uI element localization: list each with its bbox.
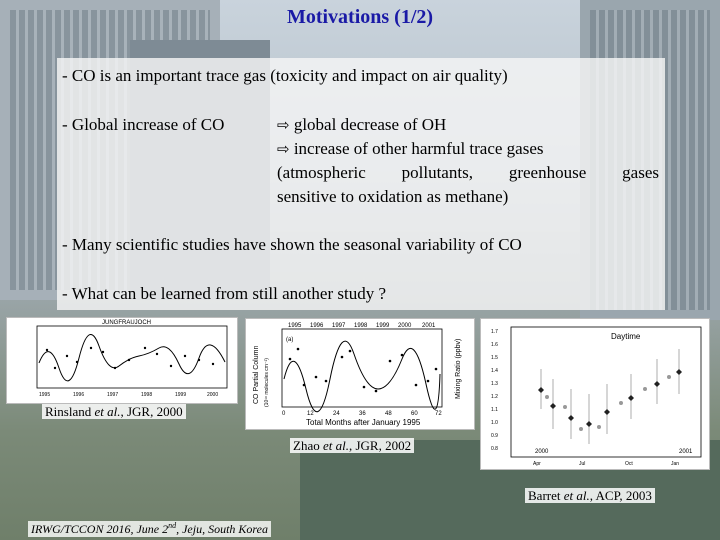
content-panel <box>57 58 665 310</box>
caption-zhao: Zhao et al., JGR, 2002 <box>290 438 415 454</box>
svg-text:1.7: 1.7 <box>491 329 498 335</box>
svg-text:1998: 1998 <box>141 392 152 398</box>
svg-text:1995: 1995 <box>288 323 302 329</box>
svg-text:Mixing Ratio (ppbv): Mixing Ratio (ppbv) <box>455 339 462 399</box>
svg-text:1.0: 1.0 <box>491 420 498 426</box>
svg-text:1.1: 1.1 <box>491 407 498 413</box>
svg-text:1999: 1999 <box>175 392 186 398</box>
svg-text:(10¹⁸ molecules cm⁻²): (10¹⁸ molecules cm⁻²) <box>264 358 270 407</box>
word: gases <box>622 163 659 182</box>
svg-text:Apr: Apr <box>533 461 541 467</box>
svg-text:1.4: 1.4 <box>491 368 498 374</box>
svg-text:60: 60 <box>411 411 418 417</box>
right-arrow-icon: ⇨ <box>277 140 290 158</box>
svg-text:24: 24 <box>333 411 340 417</box>
svg-text:Jul: Jul <box>579 461 585 467</box>
svg-text:0.9: 0.9 <box>491 433 498 439</box>
svg-text:(a): (a) <box>286 337 293 343</box>
consequence-text-2: increase of other harmful trace gases <box>293 139 544 158</box>
figure-rinsland-plot: JUNGFRAUJOCH 1995 1996 1997 1998 1999 20… <box>36 320 228 398</box>
svg-text:12: 12 <box>307 411 314 417</box>
caption-rinsland: Rinsland et al., JGR, 2000 <box>42 404 186 420</box>
svg-text:CO Partial Column: CO Partial Column <box>253 346 260 404</box>
figure-rinsland: JUNGFRAUJOCH 1995 1996 1997 1998 1999 20… <box>6 317 238 404</box>
svg-text:1996: 1996 <box>310 323 324 329</box>
svg-text:1.5: 1.5 <box>491 355 498 361</box>
bullet-co-importance: - CO is an important trace gas (toxicity… <box>62 66 508 85</box>
svg-text:Total Months after January 199: Total Months after January 1995 <box>306 418 421 427</box>
consequence-continuation-1: (atmospheric pollutants, greenhouse gase… <box>277 163 659 183</box>
svg-text:1998: 1998 <box>354 323 368 329</box>
figure-barret: Daytime 1.7 1.6 1.5 1.4 1.3 1.2 1.1 1.0 … <box>480 318 710 470</box>
figure-rinsland-header: JUNGFRAUJOCH <box>102 320 151 326</box>
svg-text:1996: 1996 <box>73 392 84 398</box>
svg-text:1999: 1999 <box>376 323 390 329</box>
word: (atmospheric <box>277 163 366 182</box>
svg-text:1.3: 1.3 <box>491 381 498 387</box>
bullet-question: - What can be learned from still another… <box>62 284 386 303</box>
svg-text:2001: 2001 <box>679 449 693 455</box>
slide-footer: IRWG/TCCON 2016, June 2nd, Jeju, South K… <box>28 521 271 537</box>
svg-text:1.6: 1.6 <box>491 342 498 348</box>
svg-text:2000: 2000 <box>535 449 549 455</box>
svg-text:0.8: 0.8 <box>491 446 498 452</box>
svg-text:Jan: Jan <box>671 461 679 467</box>
right-arrow-icon: ⇨ <box>277 116 290 134</box>
caption-barret: Barret et al., ACP, 2003 <box>525 488 655 504</box>
bullet-global-increase: - Global increase of CO <box>62 115 225 134</box>
svg-text:1997: 1997 <box>332 323 346 329</box>
figure-barret-header: Daytime <box>611 332 641 341</box>
svg-text:36: 36 <box>359 411 366 417</box>
svg-text:2000: 2000 <box>207 392 218 398</box>
figure-zhao-plot: 1995 1996 1997 1998 1999 2000 2001 (a) 0… <box>253 323 462 427</box>
svg-text:0: 0 <box>282 411 286 417</box>
figure-zhao: 1995 1996 1997 1998 1999 2000 2001 (a) 0… <box>245 318 475 430</box>
consequence-text-1: global decrease of OH <box>293 115 447 134</box>
word: greenhouse <box>508 163 587 182</box>
word: pollutants, <box>401 163 473 182</box>
slide-title: Motivations (1/2) <box>286 6 434 28</box>
svg-text:2001: 2001 <box>422 323 436 329</box>
svg-text:2000: 2000 <box>398 323 412 329</box>
svg-text:1995: 1995 <box>39 392 50 398</box>
consequence-item-1: ⇨ global decrease of OH <box>277 115 446 135</box>
consequence-continuation-2: sensitive to oxidation as methane) <box>277 187 509 206</box>
svg-text:72: 72 <box>435 411 442 417</box>
bullet-seasonal-variability: - Many scientific studies have shown the… <box>62 235 522 254</box>
figure-barret-plot: Daytime 1.7 1.6 1.5 1.4 1.3 1.2 1.1 1.0 … <box>491 326 702 467</box>
svg-text:1.2: 1.2 <box>491 394 498 400</box>
svg-text:48: 48 <box>385 411 392 417</box>
svg-text:1997: 1997 <box>107 392 118 398</box>
consequence-item-2: ⇨ increase of other harmful trace gases <box>277 139 544 159</box>
svg-text:Oct: Oct <box>625 461 633 467</box>
